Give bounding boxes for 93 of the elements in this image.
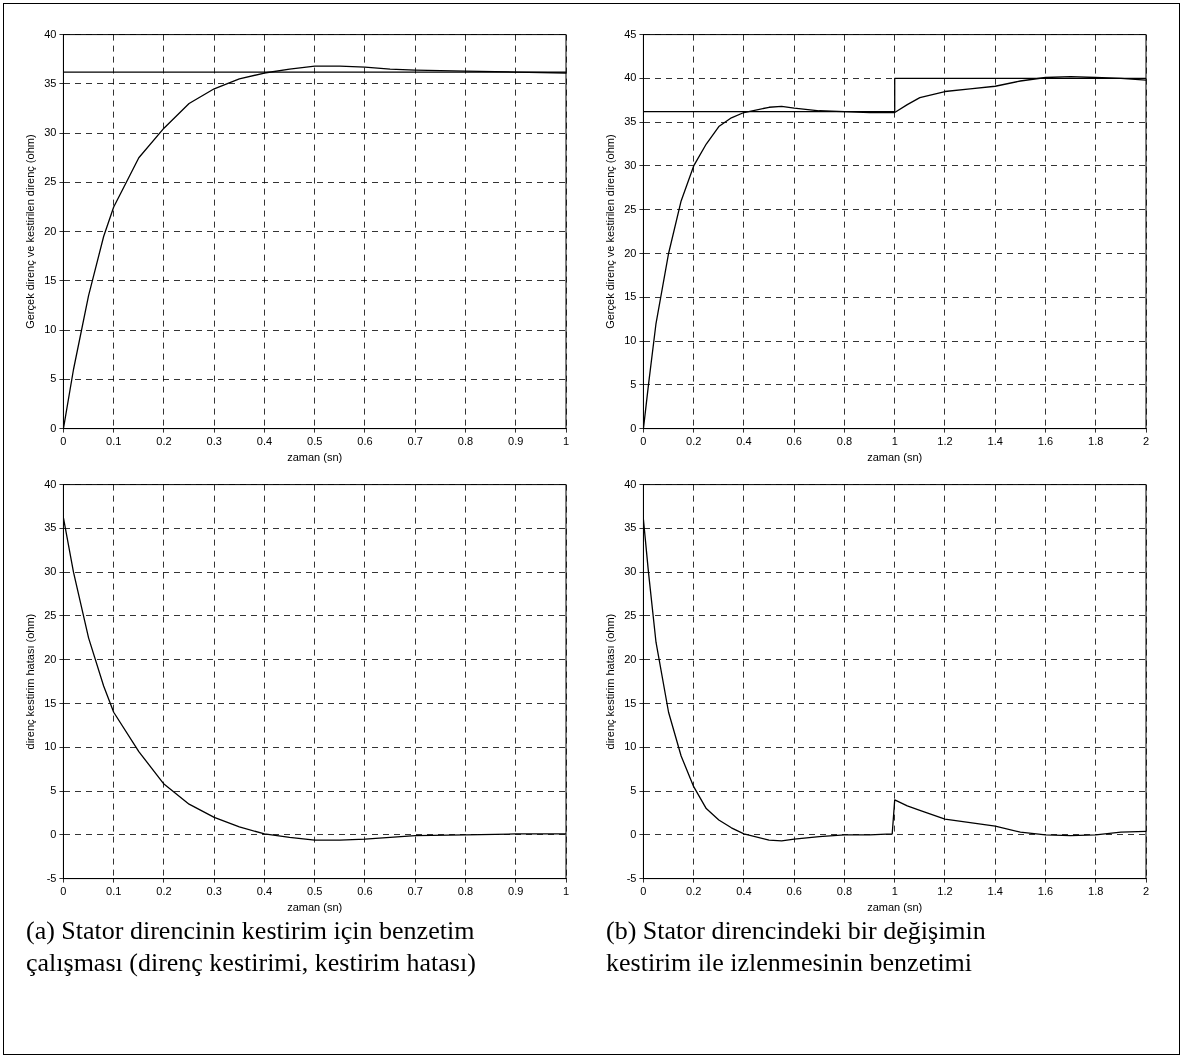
x-tick-label: 0.5 — [307, 435, 323, 448]
x-tick-label: 0.4 — [256, 885, 273, 898]
y-tick-label: 10 — [44, 323, 57, 336]
y-tick-label: 5 — [50, 372, 57, 385]
y-tick-label: 25 — [624, 202, 637, 215]
x-tick-label: 0.4 — [736, 885, 752, 898]
x-tick-label: 0.8 — [836, 435, 853, 448]
y-tick-label: 35 — [624, 521, 637, 534]
x-tick-label: 1.2 — [937, 885, 953, 898]
y-tick-label: 10 — [624, 740, 637, 753]
y-tick-label: 0 — [630, 827, 637, 840]
x-tick-label: 0.8 — [836, 885, 853, 898]
y-tick-label: 30 — [44, 565, 57, 578]
x-tick-label: 2 — [1142, 885, 1150, 898]
y-tick-label: 10 — [624, 334, 637, 347]
x-tick-label: 0.6 — [786, 885, 802, 898]
x-tick-label: 0 — [640, 435, 647, 448]
y-tick-label: 20 — [624, 652, 637, 665]
x-tick-label: 0.6 — [786, 435, 802, 448]
y-tick-label: 20 — [44, 652, 57, 665]
y-tick-label: 5 — [630, 784, 637, 797]
x-tick-label: 0.1 — [106, 435, 122, 448]
x-tick-label: 0.3 — [206, 885, 222, 898]
x-tick-label: 1 — [562, 435, 570, 448]
x-tick-label: 0.5 — [307, 885, 323, 898]
y-tick-label: 15 — [624, 696, 637, 709]
y-tick-label: 40 — [624, 71, 637, 84]
y-tick-label: 0 — [50, 827, 57, 840]
y-tick-label: -5 — [626, 871, 637, 884]
x-tick-label: 2 — [1142, 435, 1150, 448]
x-tick-label: 0.2 — [156, 435, 172, 448]
x-tick-label: 1.8 — [1088, 435, 1104, 448]
y-axis-title: direnç kestirim hatası (ohm) — [23, 613, 36, 750]
x-tick-label: 1.2 — [937, 435, 953, 448]
x-axis-title: zaman (sn) — [867, 901, 923, 914]
y-tick-label: 30 — [624, 158, 637, 171]
y-tick-label: 25 — [624, 608, 637, 621]
x-tick-label: 1.8 — [1088, 885, 1104, 898]
y-tick-label: 40 — [44, 27, 57, 40]
x-tick-label: 1.6 — [1037, 435, 1054, 448]
x-tick-label: 0.9 — [508, 435, 524, 448]
y-axis-title: Gerçek direnç ve kestirilen direnç (ohm) — [603, 134, 616, 329]
x-tick-label: 1.4 — [987, 885, 1003, 898]
x-tick-label: 0.8 — [457, 435, 474, 448]
x-tick-label: 0.8 — [457, 885, 474, 898]
y-tick-label: 25 — [44, 175, 57, 188]
x-tick-label: 0.6 — [357, 885, 373, 898]
y-tick-label: 5 — [50, 784, 57, 797]
y-tick-label: 15 — [44, 273, 57, 286]
y-tick-label: 15 — [44, 696, 57, 709]
y-tick-label: 0 — [630, 421, 637, 434]
x-tick-label: 1 — [562, 885, 570, 898]
x-axis-title: zaman (sn) — [867, 451, 923, 464]
x-tick-label: 1.6 — [1037, 885, 1054, 898]
y-tick-label: 35 — [44, 76, 57, 89]
y-tick-label: 10 — [44, 740, 57, 753]
x-tick-label: 1 — [891, 885, 898, 898]
y-tick-label: 35 — [44, 521, 57, 534]
y-tick-label: 45 — [624, 27, 637, 40]
x-tick-label: 0.4 — [736, 435, 752, 448]
x-tick-label: 0 — [640, 885, 647, 898]
x-tick-label: 0.2 — [156, 885, 172, 898]
x-axis-title: zaman (sn) — [287, 901, 343, 914]
x-tick-label: 0 — [60, 435, 67, 448]
y-tick-label: 20 — [624, 246, 637, 259]
y-tick-label: 25 — [44, 608, 57, 621]
y-tick-label: 15 — [624, 290, 637, 303]
text: (b) Stator direncindeki bir değişimin kestirim ile izlenmesinin benzetimi — [605, 915, 987, 979]
x-tick-label: 0.7 — [407, 435, 423, 448]
x-tick-label: 0.1 — [106, 885, 122, 898]
y-axis-title: direnç kestirim hatası (ohm) — [603, 613, 616, 750]
text: (a) Stator direncinin kestirim için benzetim çalışması (direnç kestirimi, kestirim hatası) — [25, 915, 477, 979]
x-tick-label: 0.4 — [256, 435, 273, 448]
y-tick-label: 0 — [50, 421, 57, 434]
x-tick-label: 0.2 — [686, 885, 702, 898]
y-tick-label: 30 — [624, 565, 637, 578]
y-tick-label: 40 — [624, 477, 637, 490]
y-tick-label: 20 — [44, 224, 57, 237]
x-tick-label: 1.4 — [987, 435, 1003, 448]
x-tick-label: 0 — [60, 885, 67, 898]
y-tick-label: 35 — [624, 115, 637, 128]
x-tick-label: 1 — [891, 435, 898, 448]
x-tick-label: 0.9 — [508, 885, 524, 898]
x-tick-label: 0.7 — [407, 885, 423, 898]
y-tick-label: 40 — [44, 477, 57, 490]
y-tick-label: 5 — [630, 377, 637, 390]
y-tick-label: 30 — [44, 126, 57, 139]
x-tick-label: 0.6 — [357, 435, 373, 448]
y-axis-title: Gerçek direnç ve kestirilen direnç (ohm) — [23, 134, 36, 329]
y-tick-label: -5 — [46, 871, 57, 884]
x-axis-title: zaman (sn) — [287, 451, 343, 464]
x-tick-label: 0.3 — [206, 435, 222, 448]
x-tick-label: 0.2 — [686, 435, 702, 448]
